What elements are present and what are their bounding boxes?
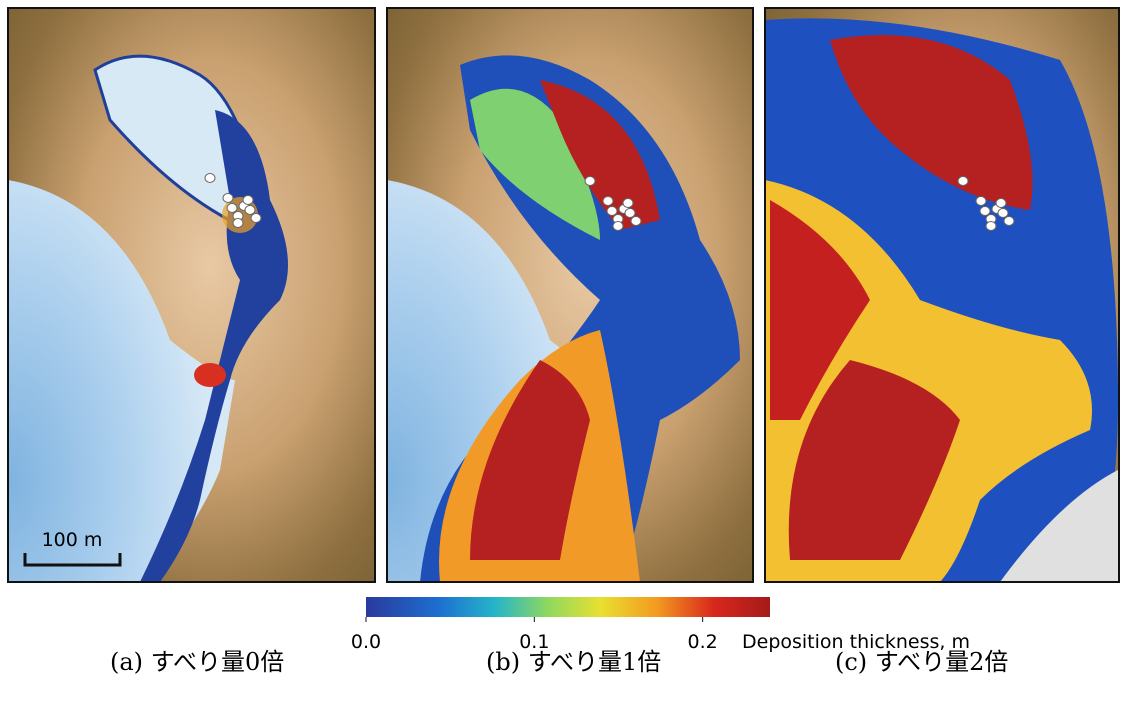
observation-point bbox=[242, 195, 254, 205]
caption: (c) すべり量2倍 bbox=[835, 648, 1008, 676]
observation-points bbox=[204, 173, 1015, 231]
colorbar-label: Deposition thickness, m bbox=[742, 631, 970, 653]
observation-point bbox=[606, 206, 618, 216]
observation-point bbox=[244, 205, 256, 215]
observation-point bbox=[975, 196, 987, 206]
caption: (a) すべり量0倍 bbox=[110, 648, 284, 676]
observation-point bbox=[979, 206, 991, 216]
observation-point bbox=[584, 176, 596, 186]
colorbar bbox=[366, 597, 770, 617]
scale-bar bbox=[23, 553, 122, 567]
observation-point bbox=[232, 218, 244, 228]
colorbar-ticks: 0.0 0.1 0.2 bbox=[351, 617, 718, 653]
deposit bbox=[788, 360, 960, 560]
observation-point bbox=[957, 176, 969, 186]
map-panel: 100 m bbox=[8, 8, 375, 582]
deposit bbox=[770, 200, 870, 420]
observation-point bbox=[250, 213, 262, 223]
scale-bar-label: 100 m bbox=[42, 529, 103, 551]
caption: (b) すべり量1倍 bbox=[486, 648, 661, 676]
colorbar-tick-label: 0.1 bbox=[519, 631, 549, 653]
observation-point bbox=[602, 196, 614, 206]
deposit bbox=[830, 35, 1033, 210]
observation-point bbox=[612, 221, 624, 231]
deposit bbox=[470, 88, 600, 240]
terrain bbox=[1000, 470, 1118, 582]
panel-frame bbox=[764, 7, 1120, 583]
observation-point bbox=[997, 208, 1009, 218]
deposit bbox=[194, 363, 226, 387]
observation-point bbox=[222, 193, 234, 203]
observation-point bbox=[226, 203, 238, 213]
observation-point bbox=[624, 208, 636, 218]
colorbar-tick-label: 0.0 bbox=[351, 631, 381, 653]
observation-point bbox=[630, 216, 642, 226]
colorbar-tick-label: 0.2 bbox=[688, 631, 718, 653]
observation-point bbox=[1003, 216, 1015, 226]
observation-point bbox=[985, 221, 997, 231]
map-panel bbox=[387, 8, 753, 582]
deposit bbox=[540, 80, 660, 230]
map-panel bbox=[765, 8, 1119, 582]
observation-point bbox=[995, 198, 1007, 208]
sea bbox=[8, 180, 235, 582]
panel-frame bbox=[7, 7, 376, 583]
observation-point bbox=[622, 198, 634, 208]
deposit bbox=[470, 360, 590, 560]
observation-point bbox=[204, 173, 216, 183]
panel-frame bbox=[386, 7, 754, 583]
